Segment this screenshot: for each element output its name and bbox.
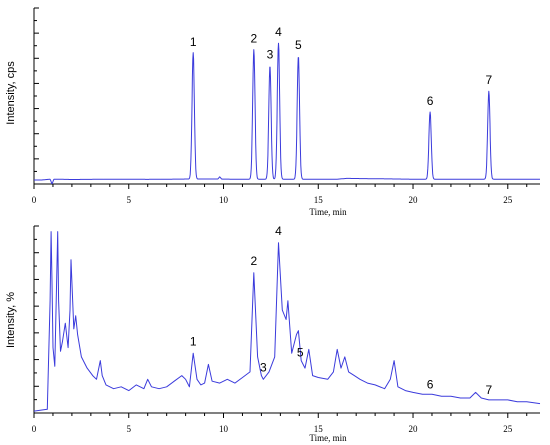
bottom-peak-labels: 1 2 3 4 5 6 7 [190,224,493,397]
top-chromatogram-trace [33,42,541,184]
x-tick-label: 25 [503,195,513,205]
top-y-ticks [34,7,39,185]
top-x-axis-label: Time, min [309,207,347,217]
x-tick-label: 15 [314,424,324,434]
peak-label: 1 [190,35,197,49]
peak-label: 3 [260,361,267,375]
x-tick-label: 20 [409,424,419,434]
peak-label: 4 [275,25,282,39]
bottom-x-ticks: 0 5 10 15 20 25 [32,413,528,434]
peak-label: 5 [297,346,304,360]
peak-label: 7 [485,383,492,397]
top-x-ticks: 0 5 10 15 20 25 [32,184,528,205]
bottom-y-ticks [34,225,39,414]
bottom-x-axis-label: Time, min [309,433,347,443]
peak-label: 4 [275,224,282,238]
peak-label: 1 [190,334,197,348]
peak-label: 6 [427,377,434,391]
top-y-axis-label: Intensity, cps [5,61,17,125]
peak-label: 5 [295,38,302,52]
x-tick-label: 15 [314,195,324,205]
chart-bottom-panel: 0 5 10 15 20 25 1 2 3 4 5 6 7 Intensity, % Time, mi… [5,224,541,443]
x-tick-label: 20 [409,195,419,205]
peak-label: 2 [250,32,257,46]
peak-label: 2 [250,254,257,268]
peak-label: 3 [267,48,274,62]
x-tick-label: 5 [127,195,132,205]
bottom-y-axis-label: Intensity, % [5,292,17,348]
peak-label: 6 [427,94,434,108]
x-tick-label: 0 [32,424,37,434]
x-tick-label: 10 [219,424,229,434]
x-tick-label: 0 [32,195,37,205]
x-tick-label: 10 [219,195,229,205]
x-tick-label: 5 [127,424,132,434]
peak-label: 7 [485,73,492,87]
x-tick-label: 25 [503,424,513,434]
bottom-chromatogram-trace [33,231,541,412]
